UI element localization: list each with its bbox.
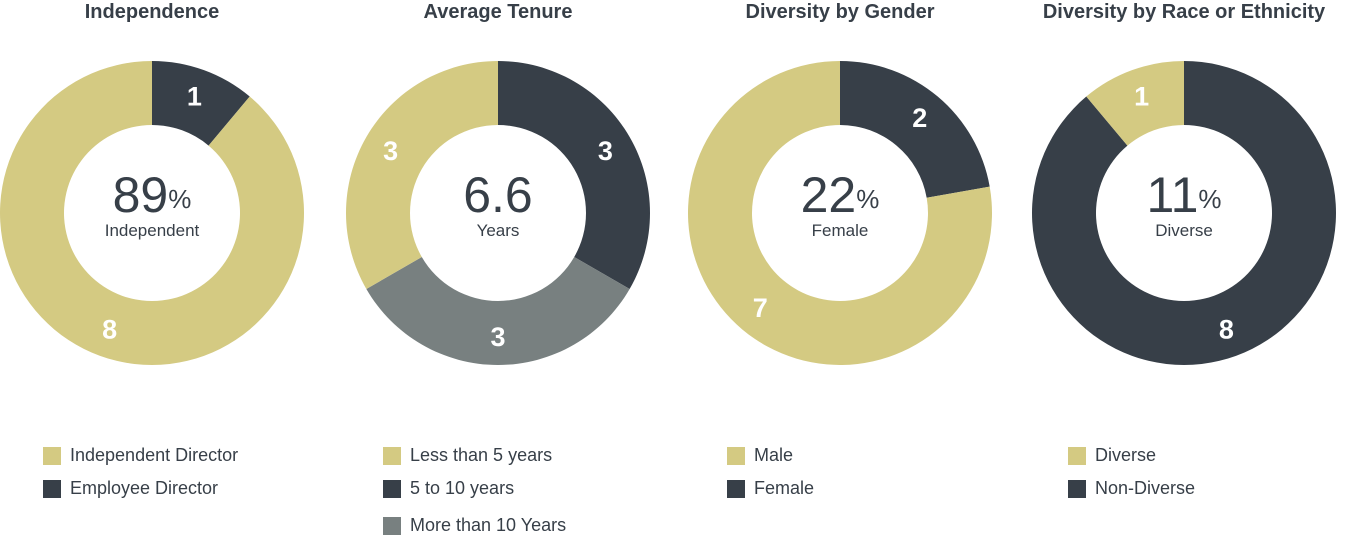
legend-swatch (43, 480, 61, 498)
slice-value-label: 7 (753, 293, 768, 323)
slice-value-label: 3 (383, 136, 398, 166)
chart-panel-diversity-by-gender: Diversity by Gender 2 7 22% Female Male Female (669, 0, 1009, 538)
donut-slice-diverse (1086, 60, 1184, 146)
slice-value-label: 8 (102, 315, 117, 345)
donut-slice-male (688, 61, 992, 365)
donut-chart-independence: 18 (0, 61, 305, 365)
legend-swatch (727, 447, 745, 465)
legend-swatch (1068, 480, 1086, 498)
donut-slice-employee-director (152, 61, 250, 146)
chart-panel-diversity-by-race-or-ethnicity: Diversity by Race or Ethnicity 8 1 11% Diver… (1012, 0, 1346, 538)
legend-swatch (727, 480, 745, 498)
donut-slice-non-diverse (1032, 61, 1336, 365)
slice-value-label: 3 (598, 136, 613, 166)
legend-label: Non-Diverse (1095, 478, 1196, 498)
chart-title: Diversity by Gender (745, 1, 935, 23)
slice-value-label: 8 (1219, 315, 1234, 345)
chart-title: Independence (84, 1, 220, 23)
slice-value-label: 1 (187, 81, 202, 111)
legend-label: Independent Director (70, 445, 239, 465)
donut-slice-female (840, 61, 990, 198)
legend-swatch (43, 447, 61, 465)
legend-label: More than 10 Years (410, 515, 567, 535)
legend-label: Less than 5 years (410, 445, 553, 465)
chart-title: Average Tenure (423, 1, 573, 23)
legend-label: Male (754, 445, 794, 465)
legend-label: 5 to 10 years (410, 478, 515, 498)
donut-slice-independent-director (0, 61, 305, 365)
legend-label: Female (754, 478, 815, 498)
legend-label: Employee Director (70, 478, 219, 498)
donut-chart-diversity-by-race-or-ethnicity: 81 (1032, 60, 1336, 365)
donut-slice-5-to-10-years (498, 61, 650, 289)
legend-swatch (383, 517, 401, 535)
donut-chart-diversity-by-gender: 27 (688, 61, 992, 365)
legend-swatch (383, 480, 401, 498)
slice-value-label: 2 (912, 103, 927, 133)
chart-title: Diversity by Race or Ethnicity (1042, 1, 1326, 23)
chart-panel-average-tenure: Average Tenure 3 3 3 6.6 Years Less than 5 yea… (325, 0, 665, 538)
donut-slice-more-than-10-years (366, 257, 630, 365)
slice-value-label: 1 (1134, 81, 1149, 111)
slice-value-label: 3 (490, 322, 505, 352)
legend-swatch (383, 447, 401, 465)
chart-panel-independence: Independence 1 8 89% Independent Independent … (0, 0, 322, 538)
legend-label: Diverse (1095, 445, 1157, 465)
legend-swatch (1068, 447, 1086, 465)
donut-chart-average-tenure: 3 3 3 (346, 61, 650, 365)
donut-slice-less-than-5-years (346, 61, 498, 289)
